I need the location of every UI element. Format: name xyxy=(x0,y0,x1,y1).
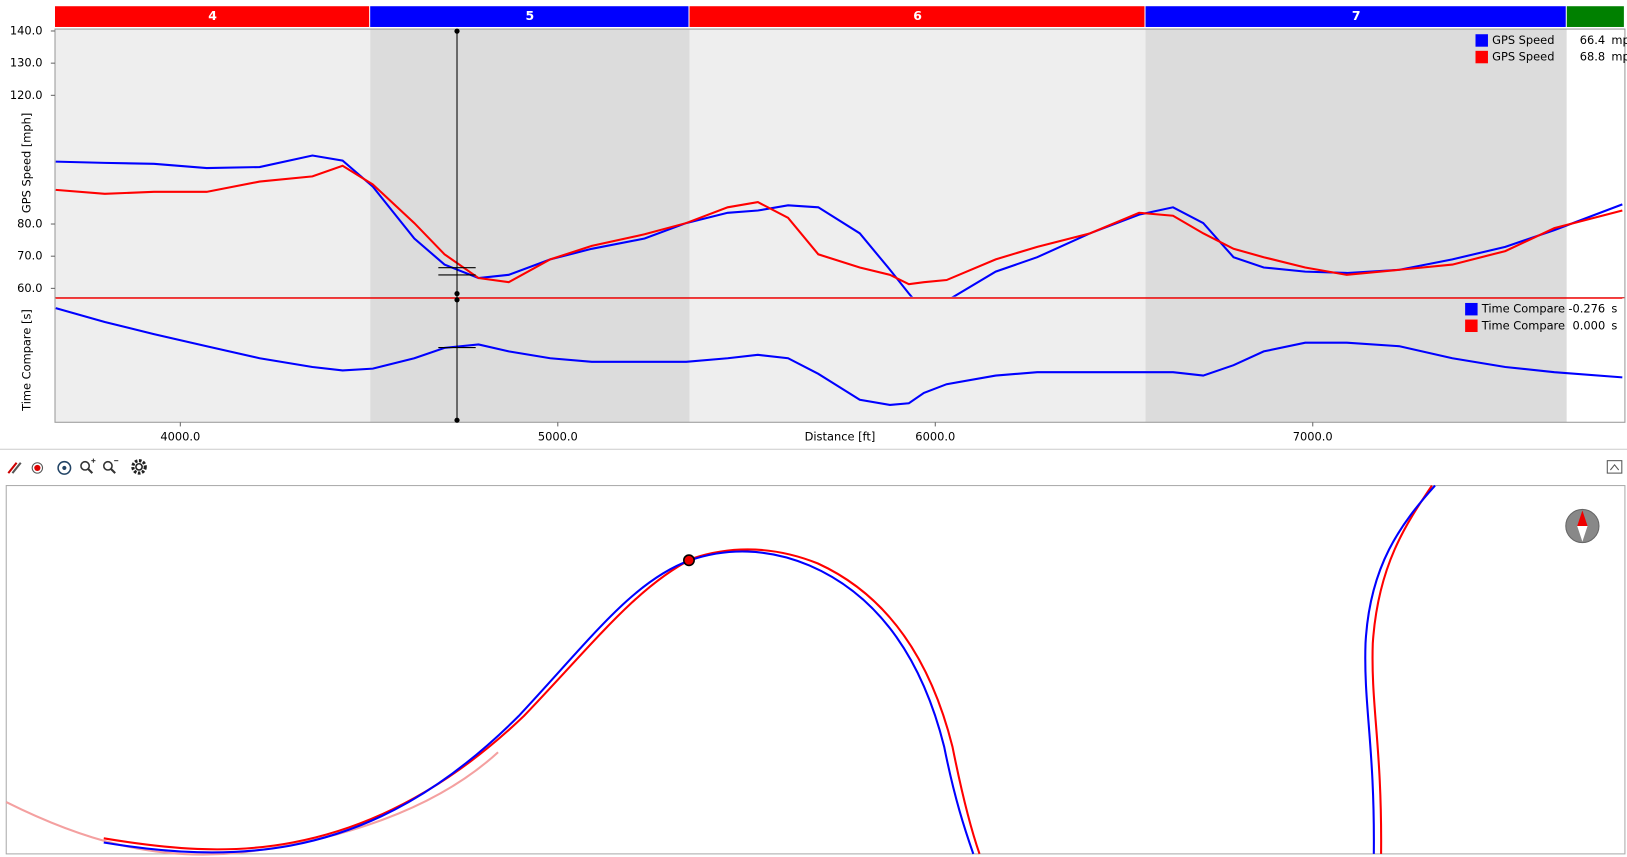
x-tick-label: 4000.0 xyxy=(160,429,200,443)
legend-label: GPS Speed xyxy=(1492,33,1554,47)
track-trace xyxy=(1364,484,1436,854)
sector-bar xyxy=(370,6,689,27)
x-tick-label: 7000.0 xyxy=(1293,429,1333,443)
y-tick-label: 140.0 xyxy=(10,23,43,37)
sector-shade xyxy=(1145,29,1567,423)
legend-swatch xyxy=(1465,302,1478,316)
plot-frame xyxy=(54,28,1626,423)
sector-bar xyxy=(689,6,1145,27)
tool-settings[interactable] xyxy=(131,459,147,475)
legend-unit: s xyxy=(1611,318,1617,332)
car-position xyxy=(683,554,695,567)
y-tick-label: 70.0 xyxy=(17,249,42,263)
sector-bar xyxy=(1566,6,1624,27)
legend-label: Time Compare xyxy=(1481,318,1565,332)
tool-zoom-in[interactable] xyxy=(80,458,96,474)
legend-readout: -0.276 xyxy=(1568,302,1605,316)
y-axis-label: GPS Speed [mph] xyxy=(19,113,33,213)
sector-bar xyxy=(1145,6,1566,27)
x-axis-label: Distance [ft] xyxy=(805,429,876,443)
sector-shade xyxy=(689,29,1146,423)
tool-zoom-out[interactable] xyxy=(102,460,119,474)
plots xyxy=(55,154,1623,406)
x-tick-label: 5000.0 xyxy=(538,429,578,443)
map-frame xyxy=(5,485,1626,855)
y-axis-label: Time Compare [s] xyxy=(19,309,33,412)
sector-label: 5 xyxy=(526,8,535,23)
sector-shade xyxy=(1566,29,1625,423)
legend-unit: s xyxy=(1611,302,1617,316)
legend-label: Time Compare xyxy=(1481,302,1565,316)
sector-label: 6 xyxy=(913,8,922,23)
track-map xyxy=(5,484,1626,856)
track-trace xyxy=(103,550,975,855)
sector-bar xyxy=(54,6,370,27)
legend-unit: mph xyxy=(1611,50,1627,64)
y-tick-label: 60.0 xyxy=(17,281,42,295)
legend-readout: 66.4 xyxy=(1580,33,1605,47)
y-tick-label: 130.0 xyxy=(10,56,43,70)
tool-export[interactable] xyxy=(1606,460,1623,474)
track-trace xyxy=(103,548,981,855)
sector-shade xyxy=(54,29,371,423)
tool-center[interactable] xyxy=(57,460,72,475)
legend-unit: mph xyxy=(1611,33,1627,47)
legend-readout: 68.8 xyxy=(1580,50,1605,64)
cursor-handle xyxy=(454,417,460,423)
legend-swatch xyxy=(1465,319,1478,333)
series-line xyxy=(55,164,1623,286)
y-tick-label: 120.0 xyxy=(10,88,43,102)
legend-swatch xyxy=(1475,34,1488,47)
y-tick-label: 80.0 xyxy=(17,217,42,231)
tool-laps[interactable] xyxy=(7,462,22,474)
plot-background xyxy=(54,29,1625,423)
sector-label: 7 xyxy=(1352,8,1361,23)
plot-lines xyxy=(55,154,1623,297)
tool-record[interactable] xyxy=(31,462,44,474)
series-line xyxy=(55,307,1623,406)
plot-lines xyxy=(55,297,1623,406)
series-line xyxy=(55,154,1623,297)
legend-swatch xyxy=(1475,50,1488,64)
legend-label: GPS Speed xyxy=(1492,50,1554,64)
cursor-handle xyxy=(454,28,460,34)
legend-readout: 0.000 xyxy=(1573,318,1606,332)
toolbar xyxy=(7,458,1623,475)
sector-label: 4 xyxy=(208,8,217,23)
compass[interactable] xyxy=(1565,508,1600,544)
track-trace xyxy=(1371,484,1433,854)
cursor-handle xyxy=(454,291,460,297)
sector-shade xyxy=(370,29,690,423)
x-tick-label: 6000.0 xyxy=(915,429,955,443)
cursor-handle xyxy=(454,297,460,303)
track-trace xyxy=(5,751,499,856)
